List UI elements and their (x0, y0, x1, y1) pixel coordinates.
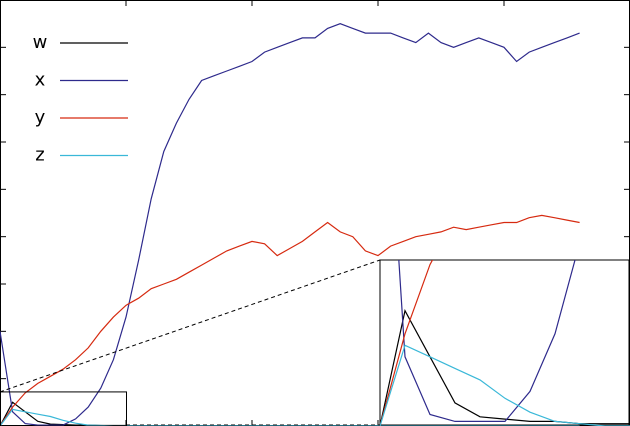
series-line (0, 23, 580, 426)
series-line (0, 408, 580, 426)
inset (380, 260, 630, 426)
zoom-box (0, 391, 127, 426)
legend-label: z (35, 145, 44, 166)
legend-label: w (33, 32, 48, 53)
legend-label: y (35, 107, 46, 128)
series-line (398, 260, 576, 422)
series-line (0, 214, 580, 426)
series-line (380, 344, 630, 426)
inset-background (379, 259, 630, 426)
legend-label: x (35, 70, 46, 91)
